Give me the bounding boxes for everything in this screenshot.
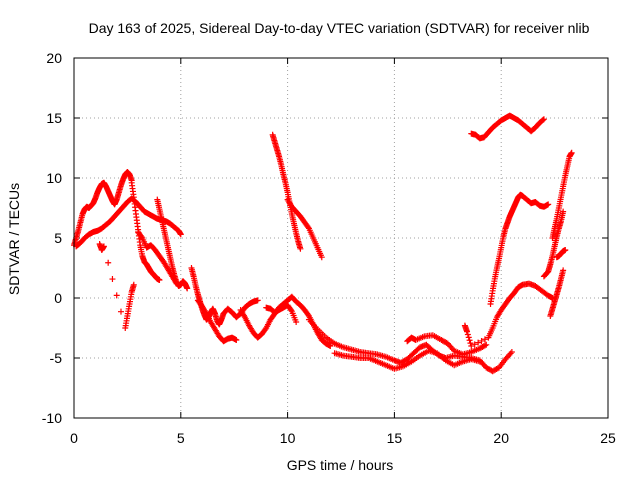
data-point <box>100 243 107 250</box>
data-point <box>471 341 478 348</box>
data-point <box>545 201 552 208</box>
data-point <box>540 116 547 123</box>
series-track-18 <box>468 112 547 142</box>
x-tick-label: 5 <box>177 430 185 446</box>
y-tick-label: 5 <box>54 230 62 246</box>
series-track-2 <box>73 195 184 250</box>
series-track-15 <box>404 332 490 358</box>
plot-frame <box>73 57 609 419</box>
y-tick-label: 15 <box>46 110 62 126</box>
series-track-8 <box>194 297 240 345</box>
data-point <box>297 245 304 252</box>
data-point <box>465 334 472 341</box>
grid-lines <box>74 58 608 418</box>
data-point <box>318 254 325 261</box>
x-tick-label: 20 <box>493 430 509 446</box>
y-tick-label: -5 <box>50 350 63 366</box>
data-point <box>476 358 483 365</box>
data-point <box>254 297 261 304</box>
series-track-14 <box>331 347 483 372</box>
x-tick-label: 15 <box>387 430 403 446</box>
x-tick-label: 25 <box>600 430 616 446</box>
data-point <box>117 308 124 315</box>
series-track-17 <box>487 191 552 307</box>
data-point <box>288 307 295 313</box>
data-point <box>305 224 312 231</box>
data-point <box>233 337 240 343</box>
y-tick-label: 20 <box>46 50 62 66</box>
data-point <box>483 341 490 348</box>
data-point <box>156 277 163 283</box>
y-tick-label: 10 <box>46 170 62 186</box>
data-point <box>464 331 471 338</box>
series-track-4 <box>128 179 163 283</box>
series-track-7 <box>188 265 261 328</box>
series-track-19 <box>540 208 567 280</box>
x-tick-label: 10 <box>280 430 296 446</box>
data-point <box>293 319 300 325</box>
series-track-21 <box>549 149 575 241</box>
series-track-22 <box>553 247 569 261</box>
data-point <box>475 339 482 346</box>
data-point <box>568 149 575 156</box>
series-track-11 <box>269 131 304 252</box>
data-point <box>113 292 120 299</box>
data-point <box>138 233 145 240</box>
data-point <box>109 276 116 283</box>
data-point <box>184 285 191 292</box>
data-point <box>562 247 569 253</box>
data-point <box>540 116 547 123</box>
data-point <box>464 328 471 335</box>
series-track-16 <box>461 280 556 349</box>
data-point <box>481 336 488 343</box>
x-axis-label: GPS time / hours <box>287 457 394 473</box>
data-point <box>130 281 137 288</box>
series-track-5 <box>154 196 191 292</box>
series-track-12 <box>284 196 325 261</box>
data-point <box>478 337 485 344</box>
series-track-1 <box>71 169 135 249</box>
axis-ticks: 0 5 10 15 20 25 -10 -5 0 5 10 15 20 <box>42 50 616 446</box>
series-track-10 <box>263 302 300 325</box>
data-point <box>560 267 567 274</box>
data-point <box>468 343 475 349</box>
data-points <box>71 112 575 375</box>
data-point <box>467 340 474 347</box>
series-track-13 <box>305 316 515 375</box>
chart-title: Day 163 of 2025, Sidereal Day-to-day VTE… <box>89 20 590 36</box>
data-point <box>466 337 473 344</box>
series-track-6 <box>135 229 180 287</box>
data-point <box>173 280 180 287</box>
y-tick-label: 0 <box>54 290 62 306</box>
data-point <box>177 231 184 238</box>
y-axis-label: SDTVAR / TECUs <box>6 183 22 295</box>
data-point <box>508 349 515 355</box>
data-point <box>105 259 112 266</box>
data-point <box>481 342 488 349</box>
series-track-20 <box>547 267 567 319</box>
data-point <box>560 208 567 215</box>
y-tick-label: -10 <box>42 410 62 426</box>
data-point <box>327 343 334 349</box>
series-track-3 <box>96 241 137 331</box>
x-tick-label: 0 <box>70 430 78 446</box>
